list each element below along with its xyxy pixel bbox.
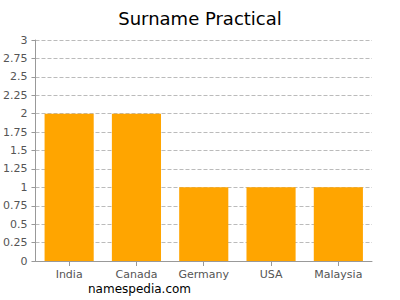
svg-text:1.25: 1.25 — [3, 162, 28, 175]
svg-text:namespedia.com: namespedia.com — [88, 282, 191, 296]
svg-text:1.5: 1.5 — [10, 144, 28, 157]
svg-text:Malaysia: Malaysia — [314, 268, 362, 281]
svg-text:1.75: 1.75 — [3, 126, 28, 139]
svg-text:2.5: 2.5 — [10, 70, 28, 83]
svg-text:2.75: 2.75 — [3, 52, 28, 65]
svg-text:0.25: 0.25 — [3, 236, 28, 249]
svg-text:1: 1 — [20, 181, 27, 194]
svg-text:Canada: Canada — [116, 268, 158, 281]
svg-text:India: India — [56, 268, 83, 281]
svg-text:USA: USA — [260, 268, 283, 281]
svg-text:Surname Practical: Surname Practical — [118, 8, 282, 29]
svg-text:3: 3 — [20, 34, 27, 47]
svg-text:0.5: 0.5 — [10, 218, 28, 231]
svg-text:Germany: Germany — [178, 268, 229, 281]
svg-text:0.75: 0.75 — [3, 199, 28, 212]
svg-text:0: 0 — [20, 255, 27, 268]
svg-text:2.25: 2.25 — [3, 89, 28, 102]
svg-text:2: 2 — [20, 107, 27, 120]
